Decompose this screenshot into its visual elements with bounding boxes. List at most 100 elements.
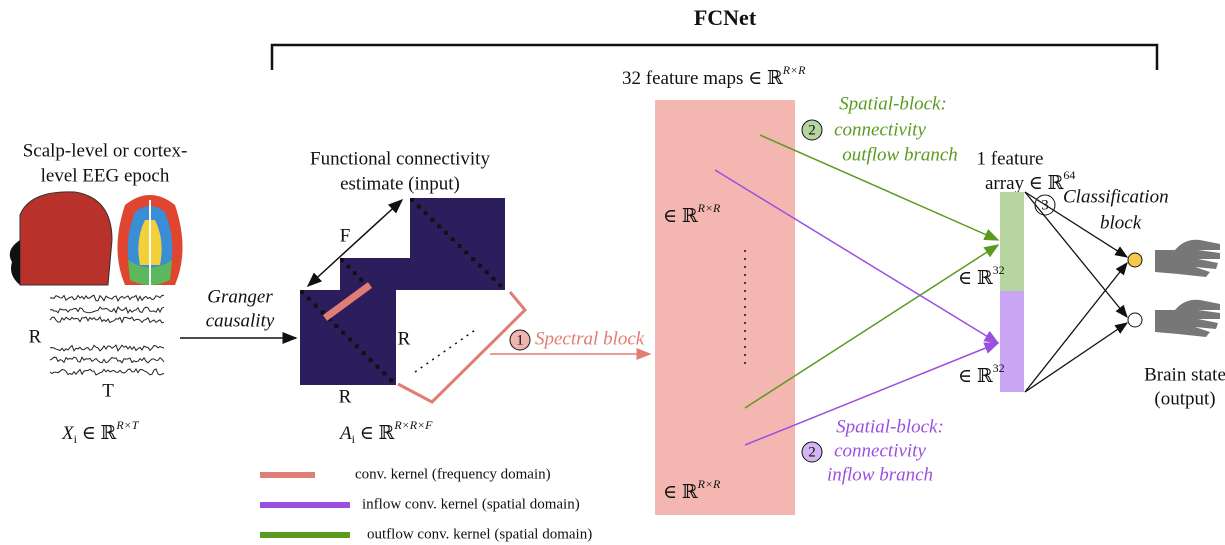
classification-label: Classification — [1063, 186, 1169, 207]
relation: ∈ ℝ — [355, 423, 395, 444]
heatmap-diag — [464, 251, 468, 255]
heatmap-diag — [437, 224, 441, 228]
superscript: R×R×F — [393, 418, 433, 432]
output-label: Brain state — [1144, 364, 1225, 385]
eeg-trace — [50, 317, 164, 323]
inflow-label: connectivity — [834, 440, 926, 461]
superscript: 32 — [993, 361, 1005, 375]
text: ∈ ℝ — [958, 366, 993, 387]
array-label: 1 feature — [977, 148, 1044, 169]
eeg-traces — [50, 295, 164, 375]
step-number: 2 — [808, 444, 816, 460]
connectivity-formula: Ai ∈ ℝR×R×F — [338, 418, 433, 446]
input-formula: Xi ∈ ℝR×T — [61, 418, 140, 446]
heatmap-diag — [430, 218, 434, 222]
text: ∈ ℝ — [663, 206, 698, 227]
eeg-trace — [50, 307, 164, 313]
heatmap-diag — [389, 378, 393, 382]
inflow-label: Spatial-block: — [836, 416, 944, 437]
text: ∈ ℝ — [663, 482, 698, 503]
axis-label: T — [102, 380, 114, 401]
heatmap-diag — [417, 205, 421, 209]
heatmap-diag — [491, 277, 495, 281]
eeg-trace — [50, 369, 164, 375]
heatmap-diag — [444, 231, 448, 235]
heatmap-diag — [307, 297, 311, 301]
outflow-label: Spatial-block: — [839, 93, 947, 114]
output-node — [1128, 313, 1142, 327]
heatmap-diag — [346, 265, 350, 269]
heatmap-diag — [458, 244, 462, 248]
step-number: 1 — [516, 332, 524, 348]
head-icons — [10, 192, 183, 285]
inflow-features — [1000, 291, 1024, 392]
heatmap-gap — [396, 290, 516, 390]
bracket — [272, 45, 1157, 70]
axis-label: R — [29, 326, 42, 347]
legend-label: inflow conv. kernel (spatial domain) — [362, 496, 580, 512]
feature-maps-label: 32 feature maps ∈ ℝR×R — [622, 63, 806, 90]
array-dimension: ∈ ℝ32 — [958, 361, 1005, 388]
heatmap-diag — [498, 283, 502, 287]
axis-label: F — [340, 225, 351, 246]
heatmap-diag — [369, 358, 373, 362]
heatmap-diag — [353, 271, 357, 275]
diagram: FCNet Scalp-level or cortex- level EEG e… — [0, 0, 1225, 545]
superscript: R×R — [782, 63, 806, 77]
feature-maps-panel — [655, 100, 795, 515]
text: array ∈ ℝ — [985, 173, 1064, 194]
granger-label: causality — [206, 310, 275, 331]
input-label: level EEG epoch — [41, 165, 170, 186]
heatmap-diag — [334, 324, 338, 328]
heatmap-diag — [471, 257, 475, 261]
connectivity-label: estimate (input) — [340, 173, 460, 194]
inflow-label: inflow branch — [827, 464, 933, 485]
eeg-trace — [50, 357, 164, 363]
axis-label: R — [398, 328, 411, 349]
heatmap-diag — [451, 237, 455, 241]
text: ∈ ℝ — [958, 268, 993, 289]
step-number: 2 — [808, 122, 816, 138]
outflow-label: outflow branch — [842, 144, 958, 165]
heatmap-diag — [300, 290, 304, 294]
heatmap-diag — [314, 304, 318, 308]
heatmap-diag — [348, 338, 352, 342]
connectivity-label: Functional connectivity — [310, 148, 490, 169]
heatmap-diag — [321, 310, 325, 314]
output-node — [1128, 253, 1142, 267]
axis-label: R — [339, 386, 352, 407]
relation: ∈ ℝ — [77, 423, 117, 444]
heatmap-diag — [478, 264, 482, 268]
legend-label: conv. kernel (frequency domain) — [355, 466, 551, 482]
array-label: array ∈ ℝ64 — [985, 168, 1075, 195]
classification-label: block — [1100, 212, 1142, 233]
text: 32 feature maps ∈ ℝ — [622, 68, 783, 89]
heatmap-diag — [359, 278, 363, 282]
heatmap-diag — [340, 258, 344, 262]
superscript: R×T — [115, 418, 139, 432]
heatmap-diag — [375, 365, 379, 369]
eeg-trace — [50, 345, 164, 351]
heatmap-diag — [355, 344, 359, 348]
heatmap-diag — [362, 351, 366, 355]
heatmap-diag — [382, 371, 386, 375]
outflow-label: connectivity — [834, 119, 926, 140]
heatmap-diag — [485, 270, 489, 274]
spectral-label: Spectral block — [535, 328, 645, 349]
superscript: 32 — [993, 263, 1005, 277]
page: { "title": "FCNet", "input": { "label": … — [0, 0, 1225, 545]
input-label: Scalp-level or cortex- — [23, 140, 188, 161]
title: FCNet — [694, 5, 757, 30]
eeg-trace — [50, 295, 164, 301]
legend-label: outflow conv. kernel (spatial domain) — [367, 526, 592, 542]
superscript: R×R — [697, 201, 721, 215]
superscript: R×R — [697, 477, 721, 491]
symbol: A — [338, 423, 352, 444]
granger-label: Granger — [207, 286, 273, 307]
superscript: 64 — [1063, 168, 1075, 182]
output-label: (output) — [1154, 388, 1215, 409]
hand-icons — [1155, 240, 1220, 337]
heatmap-diag — [424, 211, 428, 215]
heatmap-diag — [410, 198, 414, 202]
heatmap-diag — [341, 331, 345, 335]
